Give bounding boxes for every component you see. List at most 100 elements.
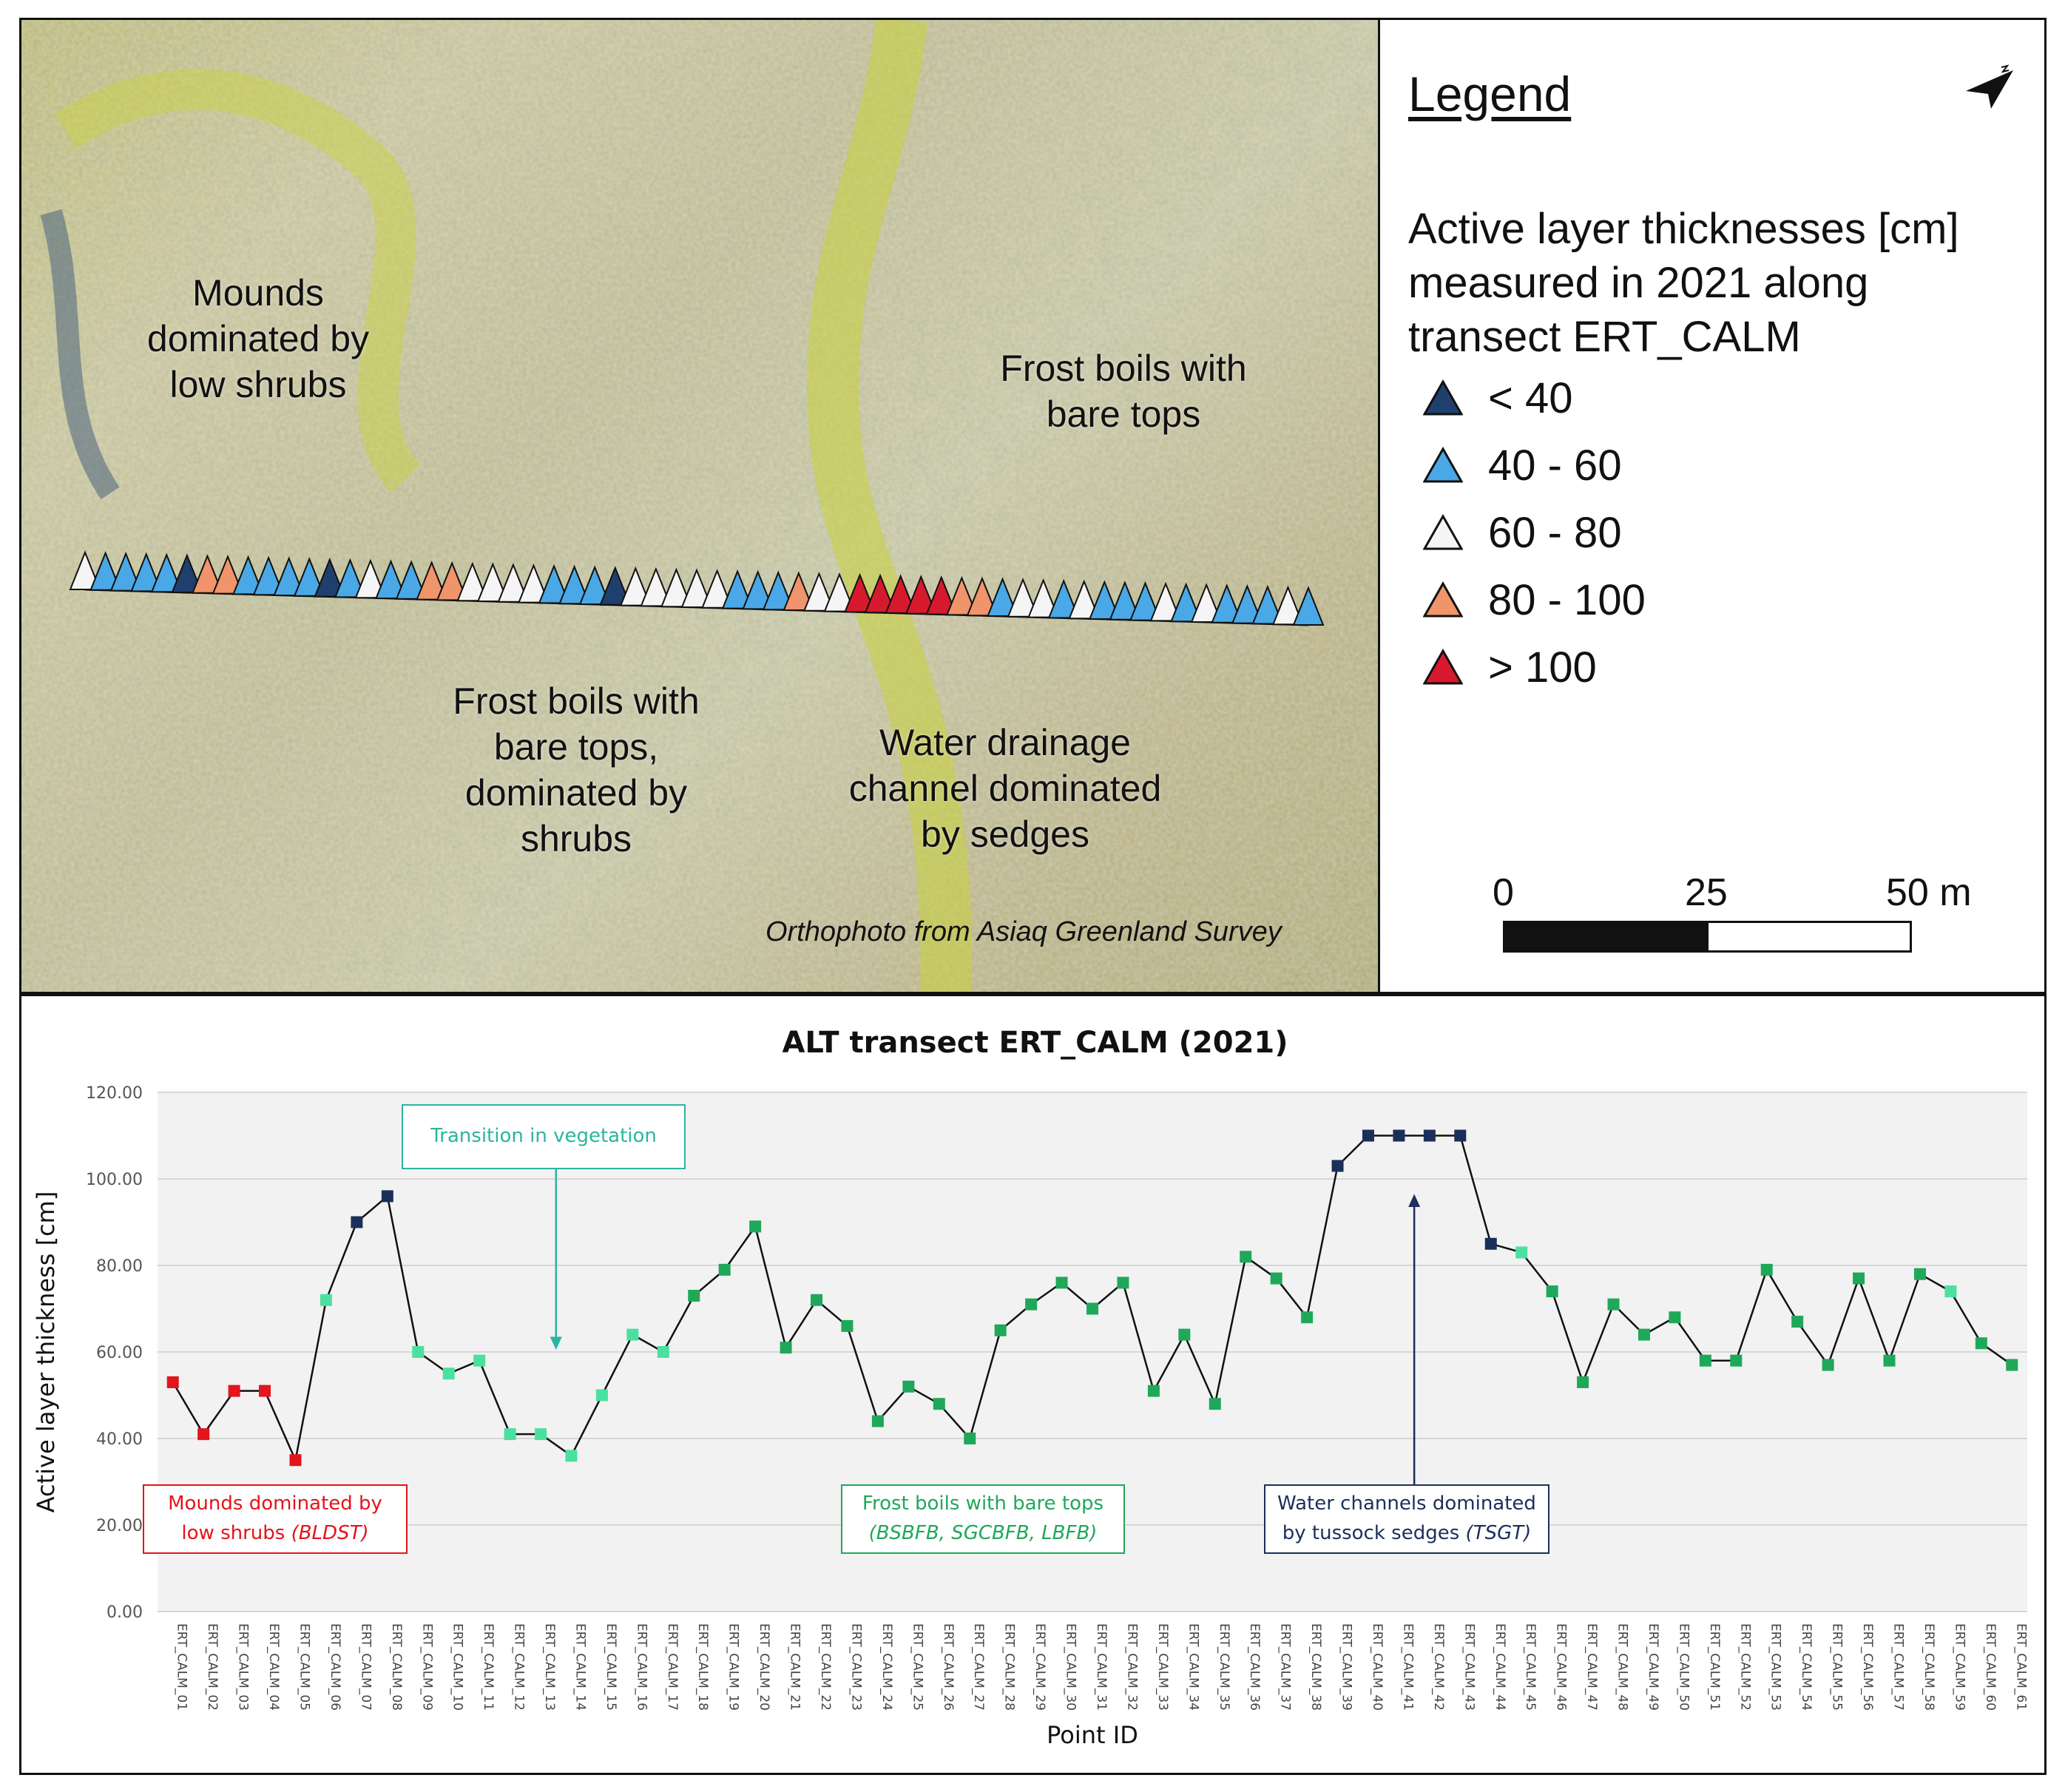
transect-marker bbox=[171, 553, 203, 593]
transect-marker bbox=[69, 550, 101, 590]
y-tick-label: 0.00 bbox=[107, 1603, 143, 1622]
x-tick-label: ERT_CALM_54 bbox=[1799, 1623, 1814, 1711]
transect-marker bbox=[640, 567, 672, 607]
data-point bbox=[1423, 1129, 1436, 1142]
x-tick-label: ERT_CALM_12 bbox=[512, 1623, 527, 1711]
transect-marker bbox=[538, 564, 570, 604]
y-tick-label: 100.00 bbox=[86, 1171, 143, 1189]
transect-marker bbox=[945, 575, 978, 616]
data-point bbox=[749, 1220, 762, 1233]
x-tick-label: ERT_CALM_08 bbox=[389, 1623, 404, 1711]
data-point bbox=[1240, 1251, 1252, 1263]
annotation-transition-text: Transition in vegetation bbox=[430, 1125, 657, 1147]
x-tick-label: ERT_CALM_50 bbox=[1676, 1623, 1691, 1711]
map-label-frost-boils-bottom: Frost boils with bare tops, dominated by… bbox=[453, 680, 700, 859]
data-point bbox=[289, 1454, 302, 1467]
x-tick-label: ERT_CALM_60 bbox=[1983, 1623, 1998, 1711]
transect-marker bbox=[375, 559, 407, 599]
data-point bbox=[1178, 1328, 1191, 1341]
transect-markers bbox=[69, 550, 1325, 626]
x-tick-label: ERT_CALM_31 bbox=[1094, 1623, 1109, 1711]
x-tick-label: ERT_CALM_47 bbox=[1584, 1623, 1599, 1711]
x-tick-label: ERT_CALM_09 bbox=[419, 1623, 434, 1711]
x-tick-label: ERT_CALM_53 bbox=[1768, 1623, 1783, 1711]
data-point bbox=[473, 1354, 486, 1367]
transect-marker bbox=[293, 557, 325, 597]
x-tick-label: ERT_CALM_27 bbox=[971, 1623, 986, 1711]
transect-marker bbox=[987, 577, 1018, 617]
legend-item-label: 80 - 100 bbox=[1488, 575, 1646, 624]
annotation-water-channels: Water channels dominated by tussock sedg… bbox=[1264, 1484, 1549, 1554]
scale-label-50: 50 m bbox=[1886, 871, 1972, 914]
x-tick-label: ERT_CALM_02 bbox=[205, 1623, 220, 1711]
transect-marker bbox=[109, 551, 142, 592]
data-point bbox=[1791, 1316, 1804, 1328]
data-point bbox=[1944, 1285, 1957, 1298]
transect-marker bbox=[456, 561, 489, 602]
annotation-frost-line1: Frost boils with bare tops bbox=[862, 1492, 1104, 1515]
data-point bbox=[1546, 1285, 1558, 1298]
x-tick-label: ERT_CALM_40 bbox=[1370, 1623, 1385, 1711]
transect-marker bbox=[1211, 584, 1243, 623]
x-tick-label: ERT_CALM_58 bbox=[1922, 1623, 1936, 1711]
legend-subtitle: Active layer thicknesses [cm] measured i… bbox=[1408, 205, 1959, 361]
transect-marker bbox=[1251, 584, 1284, 625]
transect-marker bbox=[1109, 581, 1141, 621]
map-label-mounds: Mounds dominated by low shrubs bbox=[146, 272, 370, 405]
x-tick-label: ERT_CALM_33 bbox=[1155, 1623, 1170, 1711]
legend-item: 60 - 80 bbox=[1423, 507, 1622, 558]
transect-marker bbox=[1190, 583, 1223, 623]
orthophoto-texture bbox=[21, 20, 1378, 992]
x-tick-label: ERT_CALM_55 bbox=[1830, 1623, 1845, 1711]
transect-marker bbox=[150, 552, 183, 593]
data-point bbox=[1454, 1129, 1467, 1142]
y-tick-label: 80.00 bbox=[96, 1257, 143, 1276]
annotation-frost-line2: (BSBFB, SGCBFB, LBFB) bbox=[842, 1518, 1123, 1548]
orthophoto-map-panel: Mounds dominated by low shrubs Frost boi… bbox=[19, 18, 1380, 994]
legend-item: 80 - 100 bbox=[1423, 574, 1646, 626]
legend-item: > 100 bbox=[1423, 641, 1597, 693]
transect-marker bbox=[762, 570, 794, 611]
transect-marker bbox=[191, 554, 223, 594]
data-point bbox=[1638, 1328, 1650, 1341]
x-tick-label: ERT_CALM_49 bbox=[1646, 1623, 1660, 1711]
x-tick-label: ERT_CALM_11 bbox=[481, 1623, 496, 1711]
transect-marker bbox=[701, 569, 734, 609]
y-tick-label: 40.00 bbox=[96, 1430, 143, 1449]
legend-item-label: 60 - 80 bbox=[1488, 508, 1622, 557]
x-tick-label: ERT_CALM_17 bbox=[665, 1623, 680, 1711]
transect-marker bbox=[823, 572, 856, 612]
data-point bbox=[1086, 1302, 1098, 1315]
orthophoto-credit: Orthophoto from Asiaq Greenland Survey bbox=[765, 916, 1282, 947]
transect-marker bbox=[844, 572, 876, 613]
triangle-icon bbox=[1423, 447, 1463, 483]
data-point bbox=[1117, 1277, 1129, 1289]
transition-arrowhead bbox=[550, 1336, 562, 1350]
transect-marker bbox=[558, 564, 591, 605]
annotation-transition: Transition in vegetation bbox=[402, 1104, 686, 1169]
x-tick-label: ERT_CALM_48 bbox=[1615, 1623, 1630, 1711]
x-tick-label: ERT_CALM_32 bbox=[1124, 1623, 1139, 1711]
x-tick-label: ERT_CALM_44 bbox=[1493, 1623, 1507, 1711]
transect-marker bbox=[334, 558, 366, 598]
transect-marker bbox=[252, 555, 285, 596]
x-tick-label: ERT_CALM_13 bbox=[542, 1623, 557, 1711]
x-tick-label: ERT_CALM_46 bbox=[1554, 1623, 1569, 1711]
x-tick-label: ERT_CALM_04 bbox=[266, 1623, 281, 1711]
data-point bbox=[718, 1263, 731, 1276]
x-tick-label: ERT_CALM_21 bbox=[788, 1623, 802, 1711]
data-point bbox=[1362, 1129, 1374, 1142]
x-tick-label: ERT_CALM_35 bbox=[1217, 1623, 1231, 1711]
x-tick-label: ERT_CALM_20 bbox=[757, 1623, 771, 1711]
data-point bbox=[504, 1428, 516, 1441]
annotation-mounds-line2-text: low shrubs bbox=[181, 1522, 291, 1544]
transect-marker bbox=[517, 563, 550, 603]
x-tick-label: ERT_CALM_01 bbox=[175, 1623, 189, 1711]
legend-item-label: 40 - 60 bbox=[1488, 441, 1622, 490]
data-point bbox=[166, 1376, 179, 1388]
data-point bbox=[595, 1389, 608, 1402]
data-point bbox=[1577, 1376, 1589, 1388]
x-tick-label: ERT_CALM_14 bbox=[572, 1623, 587, 1711]
data-point bbox=[1515, 1246, 1528, 1259]
x-tick-label: ERT_CALM_56 bbox=[1860, 1623, 1875, 1711]
